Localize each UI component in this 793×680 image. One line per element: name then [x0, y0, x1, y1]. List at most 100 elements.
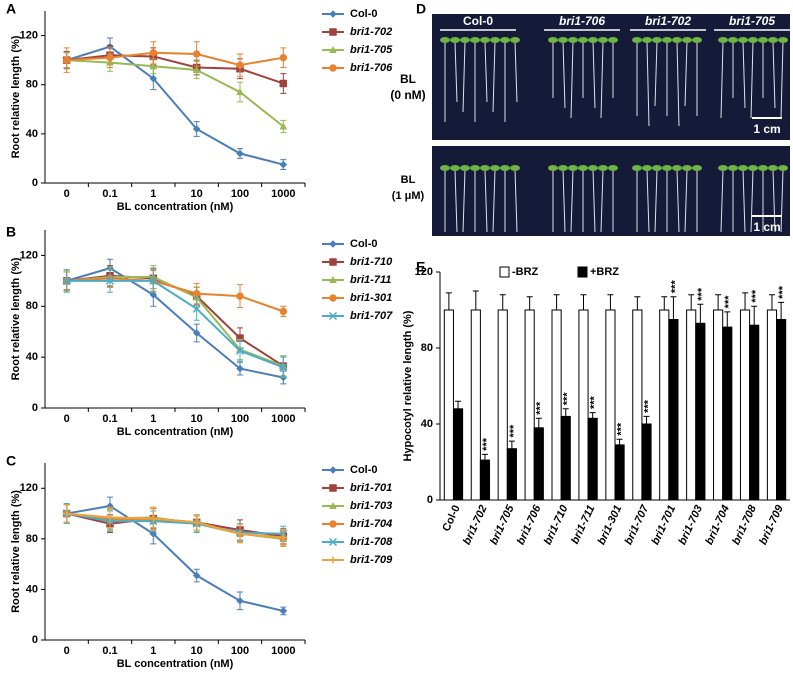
- cotyledon: [748, 165, 758, 171]
- y-tick-label: 40: [26, 583, 38, 595]
- row-label: BL: [400, 72, 416, 86]
- legend-marker: [329, 45, 337, 54]
- bar: [524, 309, 535, 501]
- series-line: [66, 51, 284, 67]
- significance-label: ***: [562, 392, 574, 406]
- y-tick-label: 80: [26, 79, 38, 91]
- y-tick-label: 0: [32, 402, 38, 414]
- marker: [62, 56, 71, 64]
- legend-label: bri1-704: [350, 518, 392, 530]
- error-bar: [607, 294, 614, 310]
- root: [684, 169, 688, 233]
- bar: [668, 319, 679, 501]
- root: [462, 41, 466, 113]
- cotyledon: [568, 37, 578, 43]
- error-bar: [634, 296, 641, 310]
- error-bar: [499, 294, 506, 310]
- x-tick-label: 0: [64, 645, 70, 657]
- x-tick-label: bri1-706: [515, 503, 544, 547]
- root: [772, 169, 776, 233]
- error-bar: [724, 311, 731, 328]
- bar: [749, 324, 760, 501]
- series-line: [66, 45, 284, 166]
- marker: [236, 364, 244, 373]
- marker: [236, 596, 244, 605]
- cotyledon: [778, 165, 788, 171]
- error-bar: [526, 296, 533, 310]
- significance-label: ***: [508, 424, 520, 438]
- x-tick-label: 1: [150, 188, 156, 200]
- root: [750, 169, 754, 233]
- cotyledon: [662, 37, 672, 43]
- marker: [236, 530, 244, 538]
- cotyledon: [588, 37, 598, 43]
- bar: [659, 309, 670, 501]
- root: [600, 169, 604, 233]
- marker: [149, 515, 157, 523]
- y-tick-label: 40: [26, 351, 38, 363]
- cotyledon: [632, 37, 642, 43]
- cotyledon: [568, 165, 578, 171]
- cotyledon: [578, 37, 588, 43]
- marker: [279, 79, 288, 88]
- cotyledon: [672, 165, 682, 171]
- cotyledon: [692, 165, 702, 171]
- cotyledon: [738, 165, 748, 171]
- bar: [470, 309, 481, 501]
- cotyledon: [548, 165, 558, 171]
- x-tick-label: 0: [64, 188, 70, 200]
- y-tick-label: 0: [427, 494, 433, 506]
- x-tick-label: 1000: [271, 188, 295, 200]
- legend-marker: [328, 537, 338, 547]
- x-tick-label: bri1-301: [596, 503, 625, 546]
- root: [570, 41, 574, 119]
- significance-label: ***: [723, 295, 735, 309]
- legend-label: -BRZ: [512, 266, 539, 278]
- legend-marker: [329, 294, 337, 302]
- root: [654, 41, 658, 107]
- legend-marker: [329, 556, 337, 564]
- bar: [443, 309, 454, 501]
- cotyledon: [510, 165, 520, 171]
- legend-label: Col-0: [350, 8, 378, 20]
- bar: [533, 427, 544, 501]
- root: [780, 41, 784, 119]
- root: [592, 41, 596, 109]
- photo-panel: [432, 14, 790, 236]
- bar: [776, 319, 787, 501]
- series-line: [66, 504, 284, 612]
- series-line: [66, 54, 284, 85]
- panel-letter: C: [6, 453, 16, 469]
- legend-marker: [329, 240, 337, 248]
- genotype-label: bri1-705: [729, 14, 775, 28]
- x-tick-label: bri1-710: [542, 503, 571, 547]
- cotyledon: [598, 37, 608, 43]
- legend-marker: [329, 10, 337, 18]
- x-tick-label: 0.1: [102, 188, 117, 200]
- error-bar: [553, 294, 560, 310]
- legend-marker: [329, 484, 337, 492]
- bar: [632, 309, 643, 501]
- legend-label: +BRZ: [590, 266, 619, 278]
- scale-bar-label: 1 cm: [753, 220, 780, 234]
- marker: [149, 62, 158, 70]
- cotyledon: [652, 165, 662, 171]
- cotyledon: [682, 165, 692, 171]
- error-bar: [616, 438, 623, 445]
- bar: [739, 309, 751, 501]
- root: [492, 169, 496, 233]
- error-bar: [643, 415, 650, 424]
- root: [484, 41, 488, 103]
- cotyledon: [558, 37, 568, 43]
- root: [454, 169, 458, 233]
- bar: [497, 309, 508, 501]
- bar: [479, 459, 491, 501]
- cotyledon: [490, 37, 500, 43]
- error-bar: [742, 292, 749, 310]
- y-tick-label: 120: [415, 266, 433, 278]
- row-label: (0 nM): [390, 88, 425, 102]
- x-tick-label: Col-0: [440, 503, 462, 533]
- marker: [192, 65, 201, 74]
- cotyledon: [460, 165, 470, 171]
